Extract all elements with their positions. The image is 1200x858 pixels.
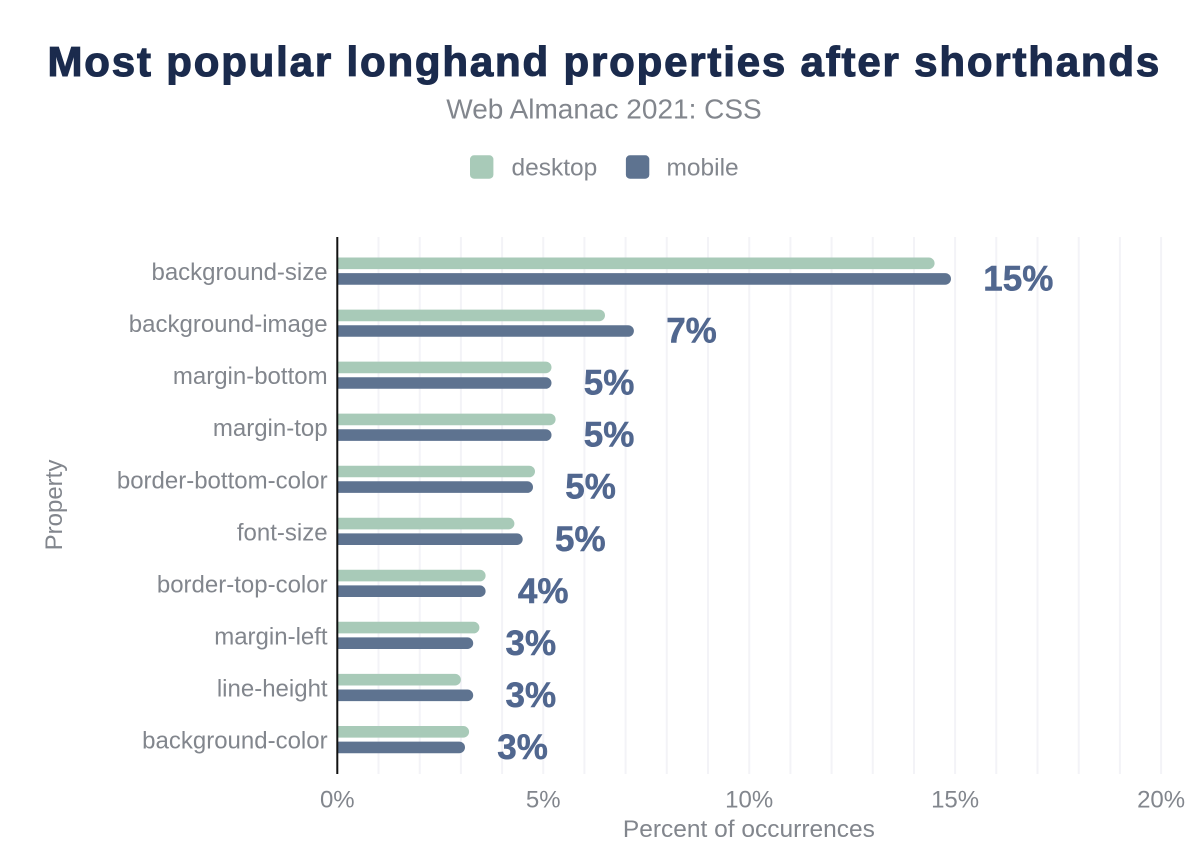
svg-text:desktop: desktop <box>512 155 598 182</box>
svg-text:5%: 5% <box>584 416 635 455</box>
svg-text:background-color: background-color <box>142 728 327 755</box>
svg-text:0%: 0% <box>320 787 355 814</box>
svg-text:Web Almanac 2021: CSS: Web Almanac 2021: CSS <box>446 94 761 125</box>
svg-text:Most popular longhand properti: Most popular longhand properties after s… <box>48 38 1162 85</box>
svg-text:15%: 15% <box>983 260 1053 299</box>
svg-text:Property: Property <box>41 460 68 551</box>
svg-text:15%: 15% <box>931 787 979 814</box>
svg-text:background-size: background-size <box>151 259 327 286</box>
svg-text:7%: 7% <box>666 312 717 351</box>
svg-text:margin-bottom: margin-bottom <box>173 363 328 390</box>
svg-text:mobile: mobile <box>667 155 739 182</box>
svg-text:3%: 3% <box>506 676 557 715</box>
svg-text:20%: 20% <box>1137 787 1185 814</box>
svg-text:margin-top: margin-top <box>213 415 328 442</box>
svg-text:margin-left: margin-left <box>214 623 328 650</box>
svg-text:font-size: font-size <box>237 519 328 546</box>
svg-text:5%: 5% <box>584 364 635 403</box>
svg-text:border-top-color: border-top-color <box>157 571 328 598</box>
svg-text:background-image: background-image <box>129 311 328 338</box>
svg-text:5%: 5% <box>565 468 616 507</box>
svg-text:line-height: line-height <box>217 676 328 703</box>
svg-text:3%: 3% <box>497 728 548 767</box>
svg-text:4%: 4% <box>518 572 569 611</box>
svg-text:5%: 5% <box>526 787 561 814</box>
svg-text:5%: 5% <box>555 520 606 559</box>
svg-text:Percent of occurrences: Percent of occurrences <box>623 816 875 843</box>
svg-text:10%: 10% <box>725 787 773 814</box>
svg-text:3%: 3% <box>506 624 557 663</box>
svg-text:border-bottom-color: border-bottom-color <box>117 467 328 494</box>
